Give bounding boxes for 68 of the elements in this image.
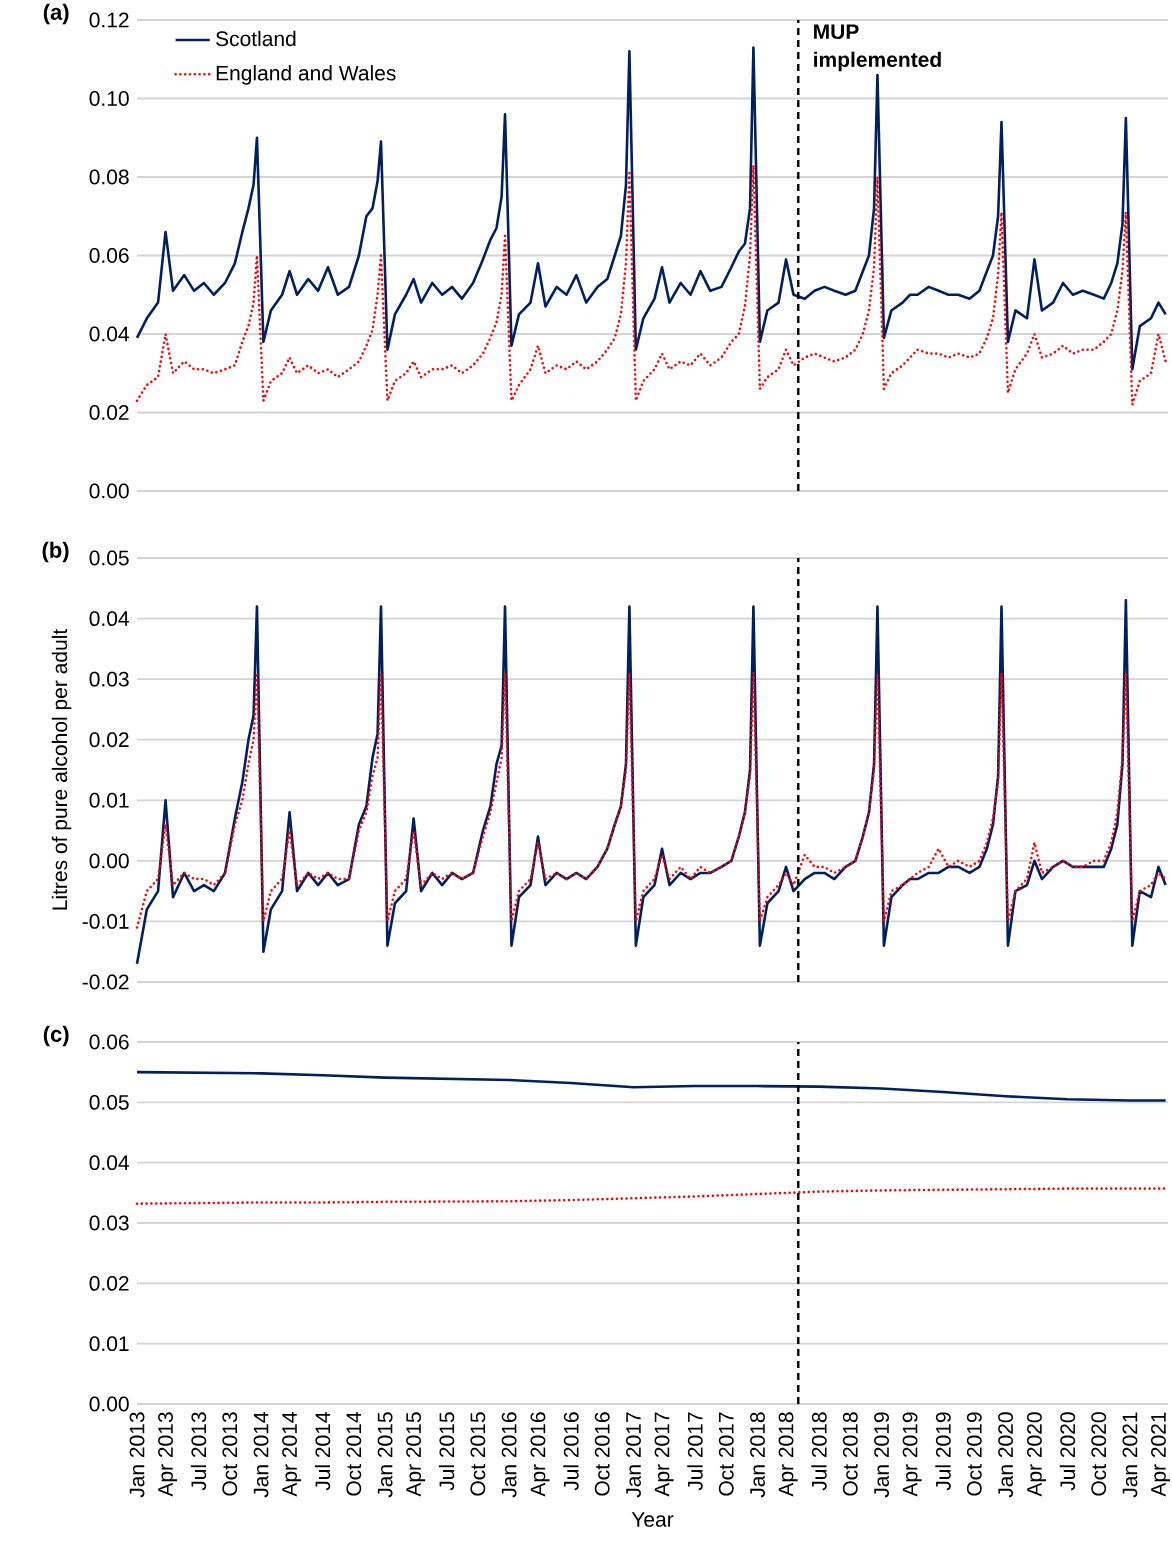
y-tick-label: 0.06 [89,248,129,263]
line-series [135,671,1167,929]
y-tick-label: 0.08 [89,169,129,185]
x-tick-label: Jan 2016 [501,1412,517,1498]
y-tick-label: 0.03 [89,1215,129,1231]
chart-title: (b) [42,541,69,563]
chart-title: (c) [43,1025,69,1047]
x-tick-label: Jan 2017 [626,1412,641,1498]
y-tick-label: 0.01 [89,792,129,808]
x-tick-label: Apr 2013 [158,1412,178,1497]
x-tick-label: Oct 2015 [470,1412,486,1496]
y-tick-label: 0.03 [89,671,129,687]
x-tick-label: Oct 2018 [842,1412,858,1496]
x-tick-label: Apr 2020 [1027,1412,1047,1497]
x-axis-title: Year [631,1512,674,1527]
y-tick-label: -0.02 [82,974,129,990]
y-tick-label: 0.10 [89,91,129,106]
y-tick-label: 0.00 [89,853,129,869]
y-tick-label: -0.01 [82,914,129,929]
y-tick-label: 0.06 [89,1034,129,1050]
x-tick-label: Jan 2020 [998,1412,1014,1498]
y-tick-label: 0.02 [89,732,129,748]
x-tick-label: Apr 2018 [778,1412,798,1497]
x-tick-label: Jul 2017 [687,1412,703,1491]
x-tick-label: Apr 2019 [902,1412,922,1497]
x-tick-label: Oct 2019 [966,1412,982,1496]
x-tick-label: Apr 2021 [1151,1412,1171,1497]
x-tick-label: Jan 2013 [129,1412,145,1498]
x-tick-label: Jul 2016 [563,1412,579,1491]
x-tick-label: Jul 2015 [438,1412,455,1491]
x-tick-label: Apr 2017 [654,1412,674,1497]
x-tick-label: Oct 2014 [346,1412,362,1496]
line-series [135,46,1167,371]
y-tick-label: 0.00 [89,1396,129,1412]
x-tick-label: Oct 2017 [718,1412,734,1496]
y-tick-label: 0.05 [89,550,129,566]
x-tick-label: Jan 2014 [253,1412,269,1498]
legend-label: England and Wales [216,65,396,85]
y-tick-label: 0.04 [89,1155,129,1171]
x-tick-label: Oct 2020 [1091,1412,1107,1496]
x-tick-label: Jul 2018 [811,1412,827,1491]
y-tick-label: 0.05 [89,1094,129,1110]
x-tick-label: Apr 2016 [530,1412,550,1497]
x-tick-label: Oct 2016 [594,1412,610,1496]
x-tick-label: Jan 2019 [874,1412,889,1498]
x-tick-label: Apr 2014 [282,1412,302,1497]
x-tick-label: Jan 2021 [1122,1412,1138,1498]
ref-line-label: MUP implemented [814,24,941,72]
y-tick-label: 0.00 [89,483,129,499]
line-series [135,1070,1167,1102]
x-tick-label: Jul 2020 [1059,1412,1076,1491]
y-tick-label: 0.02 [89,405,129,420]
y-tick-label: 0.04 [89,611,129,627]
x-tick-label: Jul 2019 [935,1412,951,1491]
line-series [135,163,1167,406]
y-tick-label: 0.12 [89,12,129,28]
chart-title: (a) [43,3,69,25]
x-tick-label: Jan 2015 [377,1412,393,1498]
legend-label: Scotland [216,30,296,47]
x-tick-label: Jan 2018 [750,1412,765,1498]
y-tick-label: 0.01 [89,1336,129,1352]
x-tick-label: Oct 2013 [222,1412,238,1496]
x-tick-label: Jul 2013 [190,1412,207,1491]
y-axis-title: Litres of pure alcohol per adult [51,628,72,910]
y-tick-label: 0.02 [89,1275,129,1291]
x-tick-label: Jul 2014 [314,1412,331,1491]
y-tick-label: 0.04 [89,326,129,342]
x-tick-label: Apr 2015 [406,1412,426,1497]
